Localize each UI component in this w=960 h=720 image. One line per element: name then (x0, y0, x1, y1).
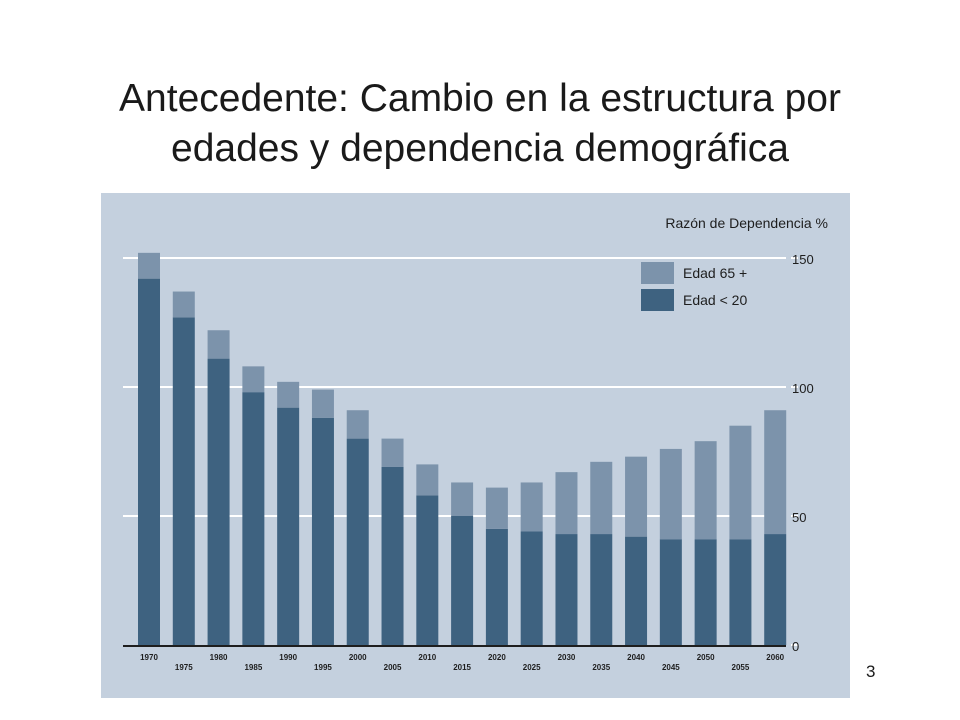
x-tick-label: 1970 (140, 653, 158, 662)
y-tick-label: 150 (792, 252, 814, 267)
slide-title: Antecedente: Cambio en la estructura por… (40, 74, 920, 174)
x-tick-label: 2045 (662, 663, 680, 672)
x-tick-label: 1975 (175, 663, 193, 672)
legend-swatch (641, 289, 674, 311)
y-tick-label: 0 (792, 639, 799, 654)
bar-65-plus (764, 410, 787, 535)
x-tick-label: 1995 (314, 663, 332, 672)
bar-65-plus (694, 441, 717, 540)
x-tick-label: 2050 (697, 653, 715, 662)
y-tick-label: 50 (792, 510, 806, 525)
legend-label: Edad < 20 (683, 292, 747, 308)
bar-65-plus (346, 410, 369, 439)
x-tick-label: 2010 (418, 653, 436, 662)
bars (138, 252, 787, 645)
bar-65-plus (172, 291, 195, 318)
bar-65-plus (659, 448, 682, 540)
bar-65-plus (590, 461, 613, 535)
bar-65-plus (207, 330, 230, 359)
bar-65-plus (277, 381, 300, 408)
legend-swatch (641, 262, 674, 284)
bar-under-20 (311, 417, 334, 645)
x-tick-label: 2000 (349, 653, 367, 662)
page-number: 3 (866, 662, 876, 681)
bar-under-20 (207, 358, 230, 645)
x-tick-label: 1985 (244, 663, 262, 672)
bar-65-plus (381, 438, 404, 467)
bar-under-20 (764, 534, 787, 645)
slide-title-line-2: edades y dependencia demográfica (171, 127, 789, 170)
bar-65-plus (311, 389, 334, 418)
x-tick-label: 2005 (384, 663, 402, 672)
x-tick-label: 2015 (453, 663, 471, 672)
y-tick-label: 100 (792, 381, 814, 396)
chart-panel: 0 50 100 150 1970 1975 1980 1985 1990 1995 2000 20… (101, 193, 850, 698)
x-tick-label: 2020 (488, 653, 506, 662)
bar-under-20 (520, 531, 543, 645)
bar-under-20 (451, 516, 474, 645)
bar-under-20 (277, 407, 300, 645)
x-tick-label: 2040 (627, 653, 645, 662)
bar-65-plus (485, 487, 508, 529)
chart-title: Razón de Dependencia % (665, 215, 828, 231)
x-tick-label: 2055 (732, 663, 750, 672)
bar-65-plus (555, 472, 578, 535)
bar-under-20 (729, 539, 752, 645)
y-axis-ticks: 0 50 100 150 (791, 252, 814, 654)
bar-under-20 (381, 466, 404, 645)
bar-65-plus (451, 482, 474, 516)
bar-under-20 (416, 495, 439, 645)
bar-under-20 (242, 392, 265, 645)
slide-title-line-1: Antecedente: Cambio en la estructura por (119, 77, 841, 120)
x-tick-label: 2030 (558, 653, 576, 662)
x-axis-ticks: 1970 1975 1980 1985 1990 1995 2000 2005 2010 2015… (140, 653, 785, 672)
bar-under-20 (555, 534, 578, 645)
bar-65-plus (729, 425, 752, 540)
bar-under-20 (625, 536, 648, 645)
x-tick-label: 1980 (210, 653, 228, 662)
legend: Edad 65 + Edad < 20 (641, 262, 747, 311)
bar-65-plus (625, 456, 648, 537)
bar-under-20 (590, 534, 613, 645)
bar-under-20 (346, 438, 369, 645)
bar-under-20 (172, 317, 195, 645)
bar-under-20 (138, 278, 160, 645)
x-tick-label: 2035 (592, 663, 610, 672)
bar-under-20 (485, 528, 508, 645)
bar-65-plus (242, 366, 265, 393)
bar-65-plus (416, 464, 439, 496)
x-tick-label: 1990 (279, 653, 297, 662)
bar-under-20 (659, 539, 682, 645)
bar-65-plus (520, 482, 543, 532)
x-tick-label: 2025 (523, 663, 541, 672)
x-tick-label: 2060 (766, 653, 784, 662)
bar-65-plus (138, 252, 160, 279)
dependency-ratio-chart: 0 50 100 150 1970 1975 1980 1985 1990 1995 2000 20… (123, 215, 828, 672)
legend-label: Edad 65 + (683, 265, 747, 281)
bar-under-20 (694, 539, 717, 645)
